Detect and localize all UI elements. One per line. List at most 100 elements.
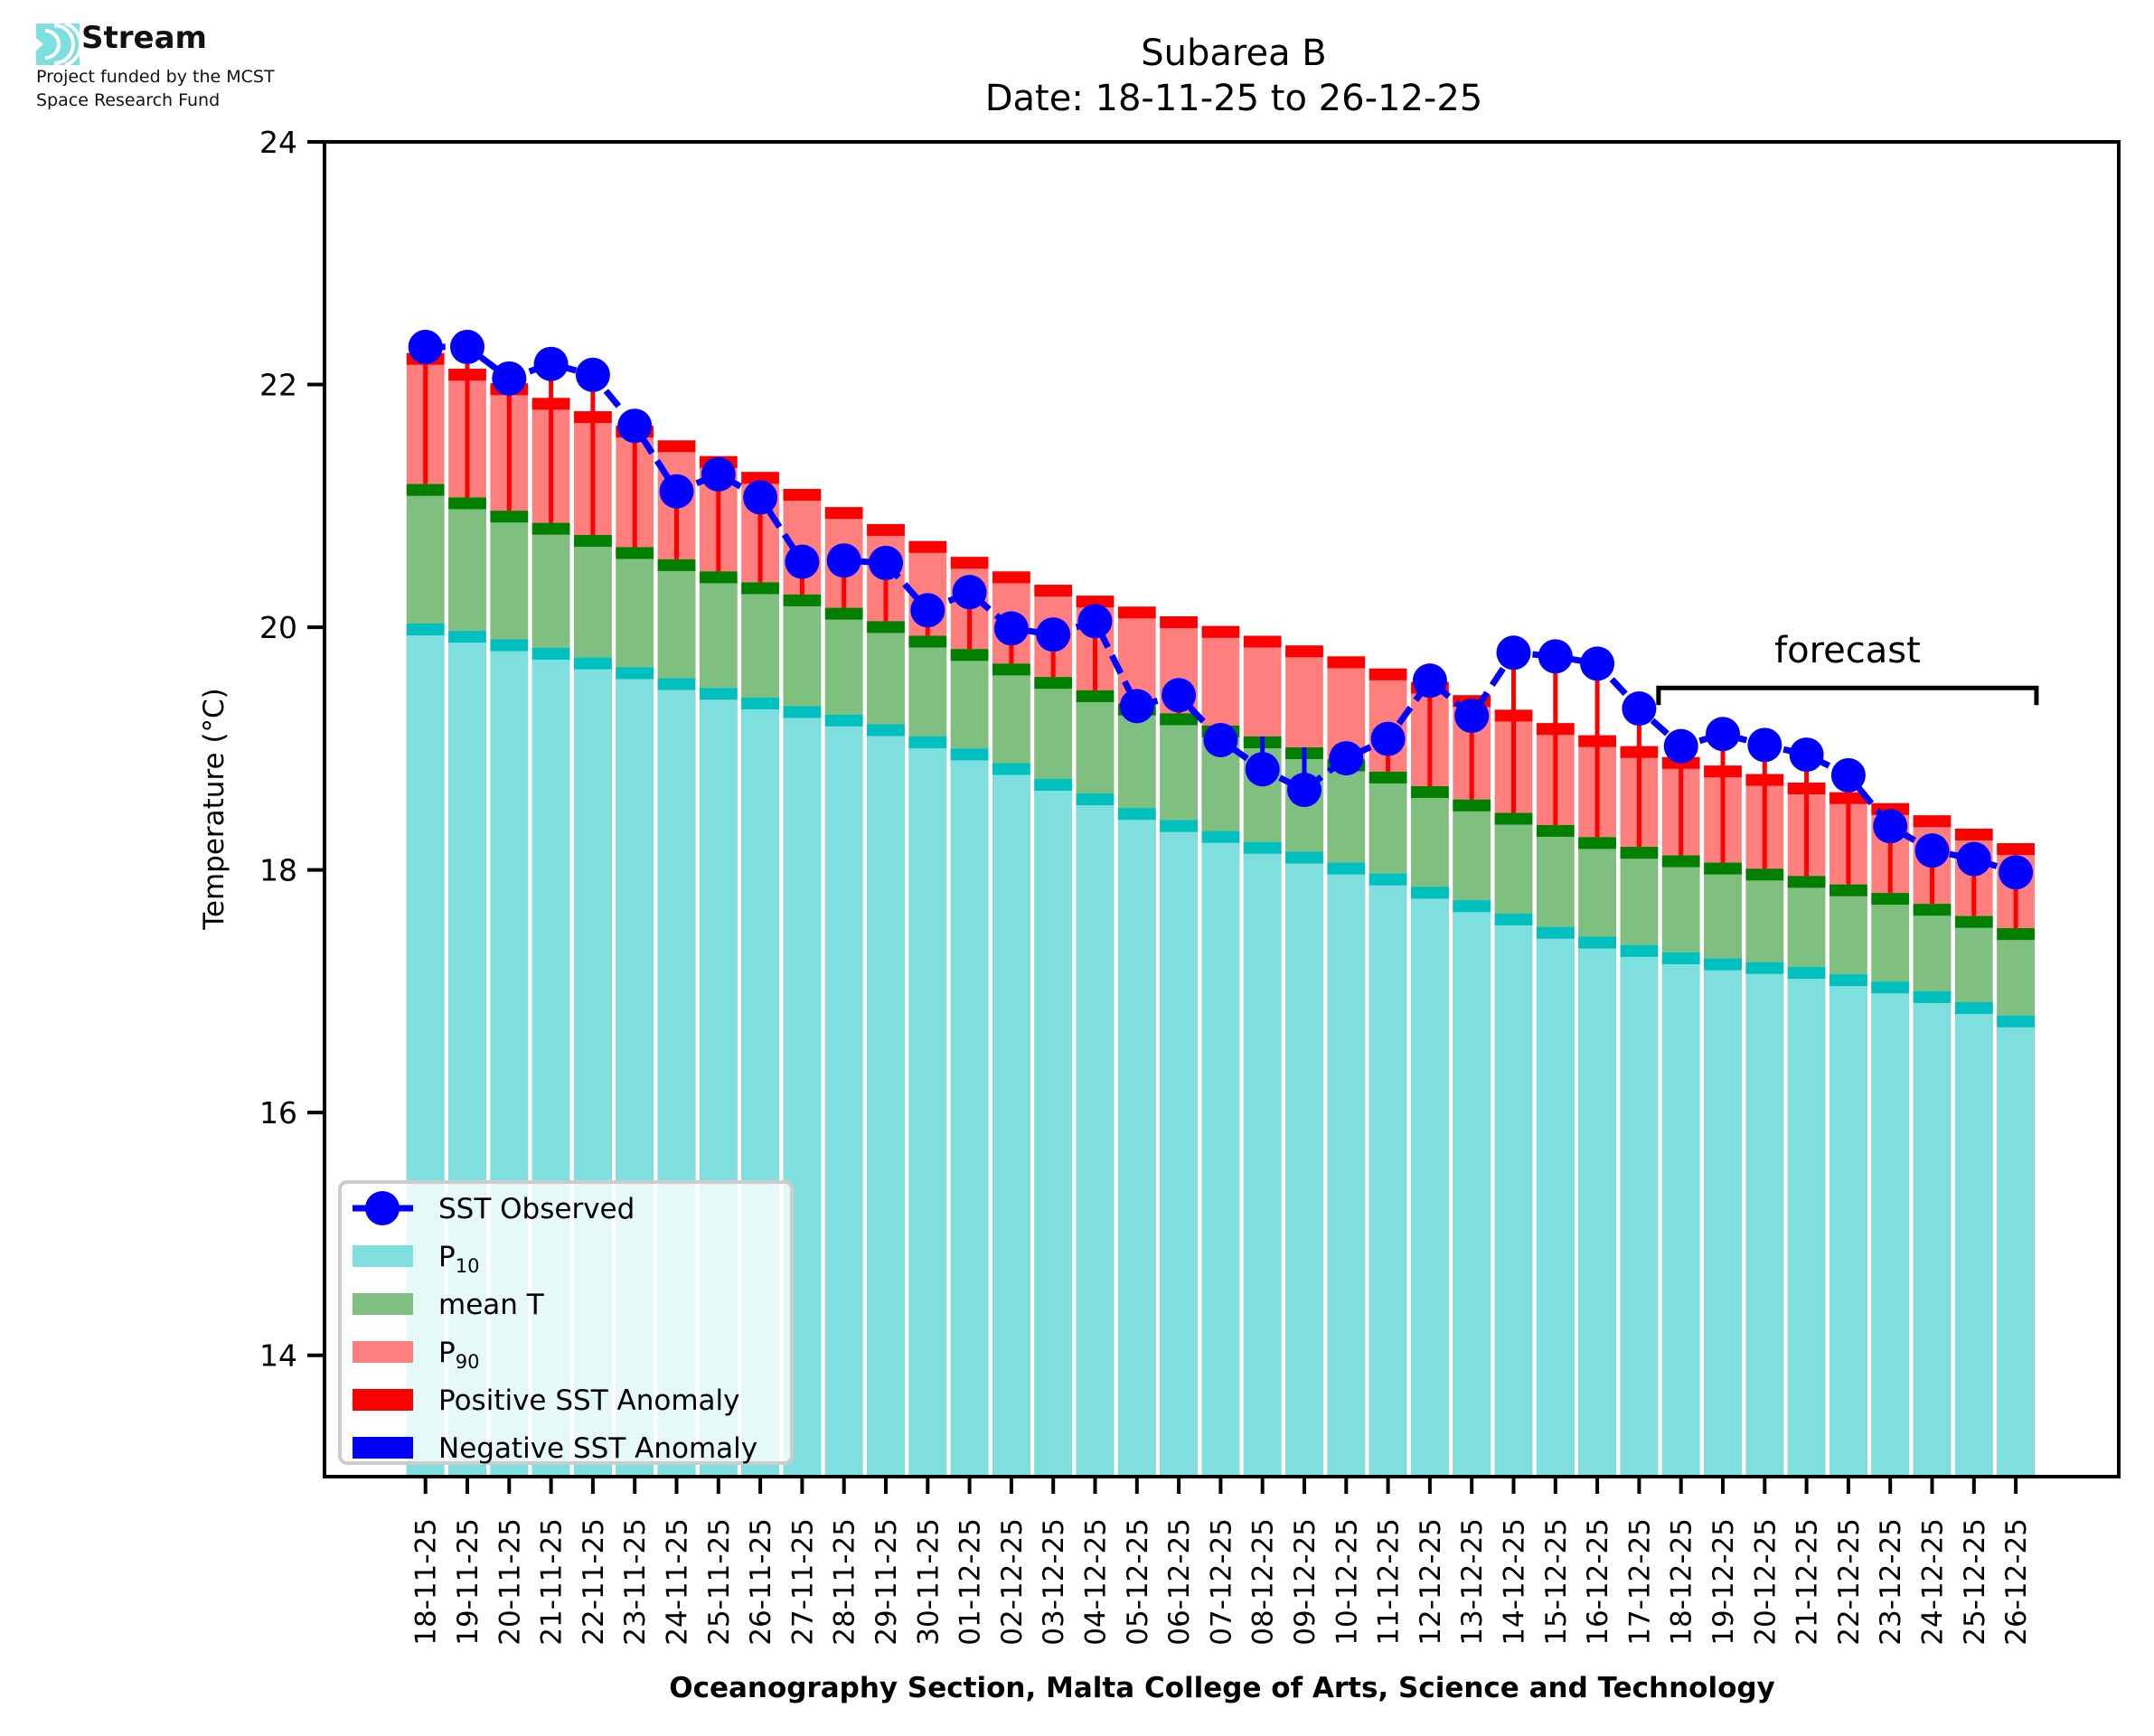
- legend-label-mean: mean T: [438, 1289, 545, 1321]
- p90-bar-cap: [1997, 843, 2035, 856]
- x-tick-label: 09-12-25: [1289, 1518, 1322, 1646]
- sst-observed-point: [1036, 617, 1071, 652]
- legend-swatch-mean: [353, 1293, 413, 1315]
- x-tick-label: 30-11-25: [912, 1518, 945, 1646]
- sst-line-layer: [408, 329, 2034, 890]
- p10-bar-cap: [1954, 1001, 1993, 1014]
- legend-label-p10: P10: [438, 1241, 479, 1277]
- p10-bar: [1578, 936, 1616, 1477]
- x-tick-label: 01-12-25: [955, 1518, 987, 1646]
- sst-observed-point: [701, 456, 736, 492]
- mean-bar-cap: [908, 635, 947, 648]
- x-tick-label: 14-12-25: [1499, 1518, 1531, 1646]
- stream-logo: Stream Project funded by the MCST Space …: [36, 20, 275, 110]
- forecast-annotation: forecast: [1656, 630, 2039, 706]
- sst-observed-point: [1580, 646, 1615, 681]
- y-tick-label: 14: [259, 1338, 297, 1374]
- mean-bar-cap: [406, 483, 445, 496]
- sst-observed-point: [617, 408, 653, 444]
- legend-label-p90: P90: [438, 1337, 479, 1373]
- p90-bar-cap: [1369, 668, 1407, 680]
- p10-bar-cap: [531, 647, 570, 660]
- funding-line-2: Space Research Fund: [36, 90, 221, 110]
- x-tick-label: 23-12-25: [1875, 1518, 1907, 1646]
- x-tick-label: 12-12-25: [1415, 1518, 1447, 1646]
- p10-bar-cap: [1034, 778, 1073, 791]
- x-tick-label: 06-12-25: [1163, 1518, 1196, 1646]
- p10-bar: [1494, 913, 1533, 1477]
- mean-bar-cap: [1829, 884, 1867, 896]
- p10-bar-cap: [1117, 808, 1156, 821]
- legend: SST Observed P10 mean T P90 Positive SST Ano…: [338, 1180, 794, 1465]
- p90-bar-cap: [783, 489, 822, 502]
- p10-bar: [1829, 974, 1867, 1477]
- p90-bar-cap: [741, 472, 779, 484]
- p10-bar-cap: [448, 631, 486, 643]
- mean-bar-cap: [616, 547, 654, 559]
- sst-observed-point: [575, 357, 610, 392]
- legend-swatch-p90: [353, 1341, 413, 1363]
- p10-bar-cap: [1871, 981, 1910, 994]
- mean-bar-cap: [1494, 812, 1533, 825]
- p10-bar: [1076, 793, 1115, 1477]
- p10-bar-cap: [1997, 1015, 2035, 1028]
- p10-bar-cap: [616, 667, 654, 680]
- p10-bar: [1117, 808, 1156, 1477]
- p10-bar: [1285, 851, 1323, 1477]
- mean-bar-cap: [1578, 837, 1616, 849]
- sst-observed-point: [1914, 833, 1950, 868]
- x-tick-label: 11-12-25: [1373, 1518, 1406, 1646]
- p10-bar-cap: [1536, 926, 1575, 939]
- p10-bar-cap: [1704, 958, 1742, 971]
- p10-bar: [1160, 820, 1198, 1477]
- legend-label-sst: SST Observed: [438, 1193, 635, 1225]
- x-tick-label: 02-12-25: [996, 1518, 1029, 1646]
- p10-bar-cap: [1453, 900, 1491, 913]
- p10-bar: [1243, 841, 1282, 1477]
- p10-bar: [824, 714, 863, 1477]
- mean-bar-cap: [741, 582, 779, 595]
- x-tick-label: 10-12-25: [1331, 1518, 1363, 1646]
- mean-bar-cap: [1954, 915, 1993, 928]
- x-axis: 18-11-25 19-11-25 20-11-25 21-11-25 22-11-25…: [410, 1477, 2033, 1646]
- mean-bar-cap: [867, 621, 905, 633]
- p90-bar-cap: [1954, 828, 1993, 840]
- chart-title: Subarea B: [1141, 33, 1327, 74]
- p10-bar: [1327, 862, 1366, 1477]
- p10-bar-cap: [1620, 944, 1659, 957]
- x-tick-label: 28-11-25: [829, 1518, 861, 1646]
- p10-bar: [1745, 962, 1784, 1477]
- legend-swatch-p10: [353, 1245, 413, 1267]
- p10-bar: [1954, 1001, 1993, 1477]
- p90-bar-cap: [1201, 625, 1240, 638]
- p10-bar: [867, 724, 905, 1477]
- x-tick-label: 21-12-25: [1792, 1518, 1824, 1646]
- sst-observed-point: [450, 329, 484, 364]
- sst-observed-point: [1370, 721, 1406, 756]
- legend-label-neg: Negative SST Anomaly: [438, 1432, 757, 1465]
- p10-bar-cap: [1243, 841, 1282, 854]
- p90-bar-cap: [950, 557, 989, 569]
- mean-bar-cap: [1871, 893, 1910, 906]
- p90-bar-cap: [1243, 635, 1282, 648]
- p90-bar-cap: [1327, 656, 1366, 669]
- mean-bar-cap: [783, 594, 822, 606]
- forecast-label: forecast: [1774, 630, 1921, 671]
- x-tick-label: 26-11-25: [745, 1518, 777, 1646]
- p90-bar-cap: [1160, 616, 1198, 629]
- p10-bar-cap: [1661, 952, 1700, 964]
- sst-observed-point: [1747, 727, 1782, 763]
- p90-bar-cap: [1285, 645, 1323, 658]
- p10-bar-cap: [867, 724, 905, 737]
- mean-bar-cap: [699, 571, 738, 584]
- p10-bar-cap: [1913, 990, 1952, 1003]
- x-tick-label: 25-11-25: [703, 1518, 736, 1646]
- legend-label-pos: Positive SST Anomaly: [438, 1384, 739, 1417]
- x-tick-label: 08-12-25: [1247, 1518, 1280, 1646]
- p10-bar-cap: [908, 736, 947, 748]
- mean-bar-cap: [1997, 928, 2035, 941]
- sst-observed-point: [1245, 752, 1280, 787]
- x-tick-label: 18-12-25: [1666, 1518, 1698, 1646]
- p10-bar-cap: [1285, 851, 1323, 864]
- funding-line-1: Project funded by the MCST: [36, 67, 275, 87]
